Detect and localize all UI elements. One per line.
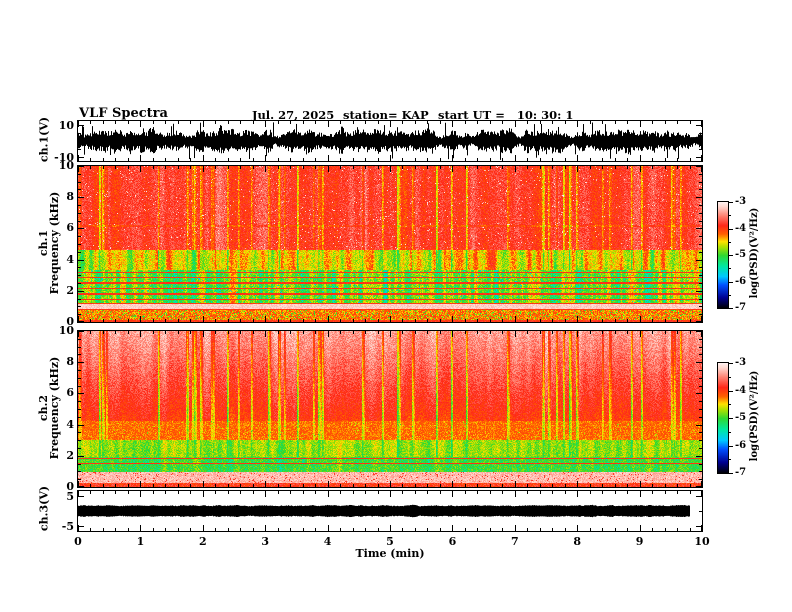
colorbar-tick [729,242,731,243]
ch1-spectrogram-panel [77,165,703,323]
colorbar-tick [729,215,731,216]
spec2-freq-tick-label: 10 [58,324,74,337]
colorbar-tick [729,308,733,309]
colorbar-tick-label: -4 [735,222,747,234]
colorbar-tick [729,295,731,296]
colorbar-ch1 [717,201,729,309]
colorbar-tick [729,282,733,283]
time-tick-label: 10 [694,535,710,548]
page-title: VLF Spectra [79,106,168,121]
colorbar-tick-label: -5 [735,412,747,423]
colorbar-ch1-gradient [718,202,728,308]
colorbar-tick-label: -4 [735,384,747,396]
spec1-freq-tick-label: 6 [66,221,74,235]
time-tick-label: 6 [448,535,457,548]
colorbar-tick [729,377,731,378]
time-tick-label: 9 [635,535,644,548]
colorbar-tick [729,268,731,269]
colorbar-tick-label: -3 [735,196,747,207]
colorbar-tick [729,459,731,460]
title-date: Jul. 27, 2025 [252,108,335,122]
colorbar-tick [729,418,733,419]
colorbar-tick-label: -5 [735,249,747,260]
spec2-freq-tick-label: 2 [66,448,74,462]
ch3-waveform-canvas [78,491,702,531]
spec1-freq-tick-label: 10 [58,159,74,172]
ch3-voltage-axis-label: ch.3(V) [37,485,51,532]
ch3-volt-tick-label: -5 [61,520,74,533]
time-tick-label: 3 [261,535,270,548]
ch2-spectrogram-panel [77,330,703,488]
spec2-freq-tick-label: 4 [66,417,74,431]
time-tick-label: 0 [74,535,82,548]
spec2-freq-tick-label: 0 [66,480,74,493]
spec2-freq-tick-label: 6 [66,386,74,400]
spec2-freq-tick-label: 8 [66,355,74,369]
title-start-ut: start UT = 10: 30: 1 [438,108,574,122]
colorbar-tick-label: -6 [735,439,747,451]
spec1-freq-tick-label: 2 [66,283,74,297]
ch1-volt-tick-label: -10 [54,150,74,164]
colorbar-tick [729,255,733,256]
ch2-spectrogram-canvas [78,331,702,487]
spec1-freq-tick-label: 4 [66,252,74,266]
time-tick-label: 7 [510,535,519,548]
colorbar-ch2 [717,362,729,474]
time-tick-label: 4 [323,535,332,548]
ch2-frequency-axis-label-line2: Frequency (kHz) [48,356,61,460]
time-axis-label: Time (min) [355,547,425,560]
time-tick-label: 1 [136,535,145,548]
colorbar-tick [729,446,733,447]
ch1-volt-tick-label: 10 [58,119,74,133]
colorbar-tick-label: -3 [735,357,747,368]
colorbar-tick [729,473,733,474]
spec1-freq-tick-label: 8 [66,190,74,204]
colorbar-tick [729,202,733,203]
colorbar-tick-label: -7 [735,467,747,478]
colorbar-tick-label: -6 [735,275,747,287]
colorbar-tick [729,229,733,230]
ch1-waveform-panel [77,120,703,162]
time-tick-label: 8 [573,535,582,548]
time-tick-label: 5 [386,535,394,548]
title-station: station= KAP [343,108,429,122]
ch1-waveform-canvas [78,121,702,161]
time-tick-label: 2 [198,535,207,548]
colorbar-ch2-gradient [718,363,728,473]
colorbar-tick [729,363,733,364]
colorbar-tick [729,432,731,433]
spec1-freq-tick-label: 0 [66,315,74,328]
ch1-spectrogram-canvas [78,166,702,322]
colorbar-tick [729,404,731,405]
colorbar-tick-label: -7 [735,302,747,313]
ch3-waveform-panel [77,490,703,532]
colorbar-tick [729,391,733,392]
ch3-volt-tick-label: 5 [66,490,74,503]
